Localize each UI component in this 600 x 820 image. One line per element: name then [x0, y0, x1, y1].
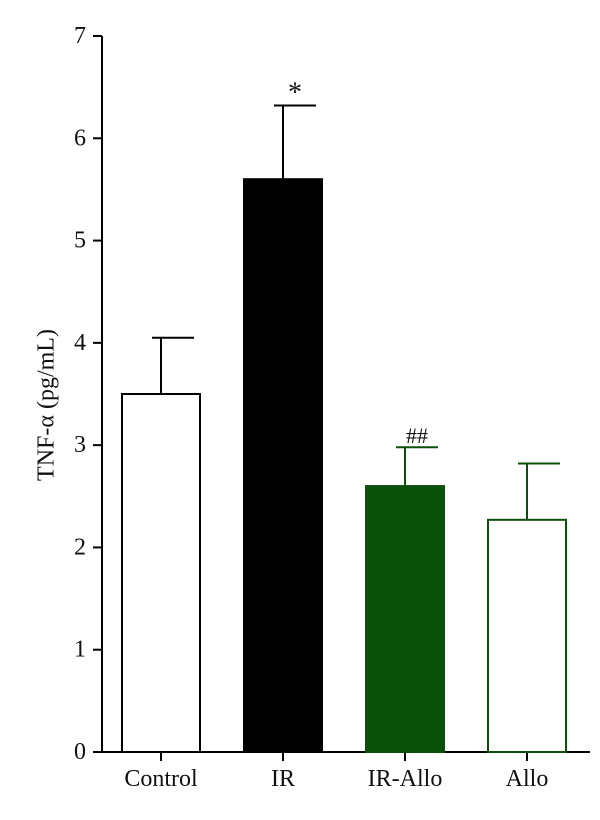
bars: [121, 178, 567, 753]
y-tick-label: 2: [74, 534, 86, 560]
significance-marker: *: [288, 78, 302, 109]
y-tick-label: 7: [74, 23, 86, 49]
x-tick-label: IR-Allo: [368, 766, 443, 792]
y-tick-label: 3: [74, 432, 86, 458]
x-tick-label: IR: [271, 766, 295, 792]
bar: [243, 178, 323, 753]
x-tick-label: Allo: [506, 766, 549, 792]
x-axis: Control IR IR-Allo Allo: [102, 751, 590, 792]
bar: [121, 393, 201, 753]
y-tick-label: 5: [74, 228, 86, 254]
y-tick-label: 6: [74, 125, 86, 151]
y-tick-label: 0: [74, 739, 86, 765]
bar: [487, 518, 567, 753]
significance-marker: ##: [406, 423, 428, 448]
y-axis: 0 1 2 3 4 5 6 7: [74, 23, 103, 765]
y-tick-label: 4: [74, 330, 86, 356]
y-tick-label: 1: [74, 637, 86, 663]
x-tick-label: Control: [124, 766, 198, 792]
y-axis-title: TNF-α (pg/mL): [34, 329, 60, 481]
error-bars: [152, 104, 560, 520]
significance-annotations: * ##: [288, 78, 428, 449]
bar: [365, 485, 445, 753]
